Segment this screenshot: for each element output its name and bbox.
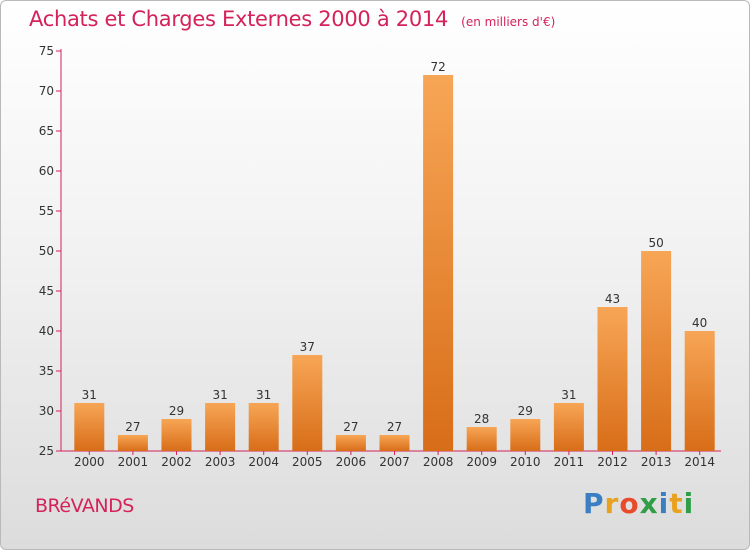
bar-2003 (205, 403, 236, 451)
bar-2001 (117, 435, 148, 451)
x-tick-label-2003: 2003 (205, 455, 236, 469)
x-tick-label-2012: 2012 (597, 455, 628, 469)
bar-2013 (641, 251, 672, 451)
x-tick-label-2013: 2013 (641, 455, 672, 469)
bar-2009 (466, 427, 497, 451)
y-tick-label: 30 (39, 404, 54, 418)
logo-letter: i (683, 487, 695, 520)
bar-2000 (74, 403, 105, 451)
value-label-2001: 27 (125, 420, 140, 434)
value-label-2003: 31 (212, 388, 227, 402)
y-tick-label: 50 (39, 244, 54, 258)
value-label-2010: 29 (518, 404, 533, 418)
bars (74, 75, 715, 451)
value-label-2006: 27 (343, 420, 358, 434)
y-tick-label: 45 (39, 284, 54, 298)
bar-2004 (248, 403, 279, 451)
y-tick-label: 75 (39, 44, 54, 58)
bar-2002 (161, 419, 192, 451)
bar-2011 (553, 403, 584, 451)
bar-2005 (292, 355, 323, 451)
logo-letter: r (604, 487, 620, 520)
x-tick-label-2004: 2004 (248, 455, 279, 469)
value-label-2007: 27 (387, 420, 402, 434)
bar-2007 (379, 435, 410, 451)
y-tick-label: 60 (39, 164, 54, 178)
x-tick-label-2014: 2014 (684, 455, 715, 469)
value-label-2002: 29 (169, 404, 184, 418)
x-tick-label-2011: 2011 (554, 455, 585, 469)
bar-2012 (597, 307, 628, 451)
value-label-2008: 72 (430, 60, 445, 74)
logo-letter: i (658, 487, 670, 520)
bar-2010 (510, 419, 541, 451)
x-tick-label-2000: 2000 (74, 455, 105, 469)
value-label-2014: 40 (692, 316, 707, 330)
bar-2006 (335, 435, 366, 451)
bar-2008 (423, 75, 454, 451)
y-tick-label: 25 (39, 444, 54, 458)
value-label-2009: 28 (474, 412, 489, 426)
logo-letter: t (669, 487, 684, 520)
axes: 25 30 35 40 45 50 55 60 65 70 75 (39, 44, 721, 458)
x-tick-label-2007: 2007 (379, 455, 410, 469)
y-tick-label: 40 (39, 324, 54, 338)
logo-letter: P (583, 487, 605, 520)
x-tick-label-2001: 2001 (118, 455, 149, 469)
value-label-2005: 37 (300, 340, 315, 354)
value-label-2000: 31 (82, 388, 97, 402)
value-label-2012: 43 (605, 292, 620, 306)
bar-2014 (684, 331, 715, 451)
logo-letter: x (639, 487, 659, 520)
proxiti-logo: Proxiti (583, 487, 694, 520)
logo-letter: o (619, 487, 640, 520)
y-tick-label: 35 (39, 364, 54, 378)
x-tick-label-2005: 2005 (292, 455, 323, 469)
chart-title: Achats et Charges Externes 2000 à 2014 (29, 7, 449, 31)
x-tick-label-2008: 2008 (423, 455, 454, 469)
x-tick-label-2002: 2002 (161, 455, 192, 469)
title-row: Achats et Charges Externes 2000 à 2014 (… (29, 7, 555, 31)
commune-name: BRéVANDS (35, 495, 134, 517)
y-tick-label: 55 (39, 204, 54, 218)
y-tick-label: 65 (39, 124, 54, 138)
y-tick-label: 70 (39, 84, 54, 98)
labels: 31 2000 27 2001 29 2002 31 2003 31 2004 37 2005 27 20… (74, 60, 715, 469)
x-tick-label-2006: 2006 (336, 455, 367, 469)
x-tick-label-2009: 2009 (466, 455, 497, 469)
value-label-2011: 31 (561, 388, 576, 402)
chart-unit: (en milliers d'€) (461, 15, 556, 29)
x-tick-label-2010: 2010 (510, 455, 541, 469)
value-label-2013: 50 (648, 236, 663, 250)
value-label-2004: 31 (256, 388, 271, 402)
